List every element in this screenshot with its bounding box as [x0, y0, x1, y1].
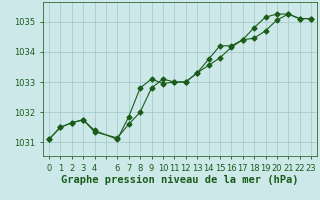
X-axis label: Graphe pression niveau de la mer (hPa): Graphe pression niveau de la mer (hPa): [61, 175, 299, 185]
